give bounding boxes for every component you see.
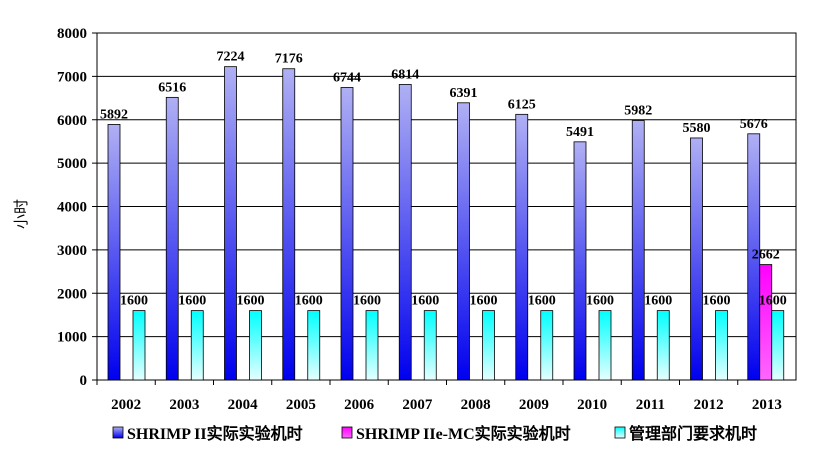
x-tick-label: 2012 [694,397,724,413]
bar-required-hours-2013 [771,310,785,381]
legend-label-shrimp-ii: SHRIMP II实际实验机时 [127,424,303,443]
data-label-shrimp-ii-2002: 5892 [100,107,128,122]
bar-shrimp-ii-2004 [224,66,237,381]
y-tick-label: 8000 [57,26,87,42]
bar-shrimp-ii-2013 [747,133,761,381]
bar-shrimp-ii-2008 [457,102,470,381]
x-tick-label: 2006 [344,397,375,413]
bar-shrimp-ii-2012 [690,137,703,381]
axes: 0 1000 2000 3000 4000 5000 6000 7000 8000 2002 200… [57,26,782,413]
data-label-shrimp-ii-2008: 6391 [450,86,478,101]
bar-shrimp-ii-2010 [573,141,587,381]
legend-label-shrimp-iie-mc: SHRIMP IIe-MC实际实验机时 [356,424,571,443]
y-tick-label: 4000 [57,200,87,216]
y-tick-label: 1000 [57,330,87,346]
y-axis-label: 小时 [13,199,30,229]
x-tick-label: 2003 [169,397,199,413]
data-label-shrimp-ii-2007: 6814 [391,67,419,82]
data-label-required-hours-2008: 1600 [470,294,498,309]
bar-shrimp-ii-2011 [631,120,645,381]
y-tick-label: 0 [80,373,88,389]
data-label-required-hours-2009: 1600 [528,294,556,309]
bar-required-hours-2012 [715,310,728,381]
x-tick-label: 2009 [519,397,549,413]
y-tick-label: 3000 [57,243,87,259]
legend-swatch-shrimp-ii [112,426,124,439]
y-tick-label: 2000 [57,286,87,302]
data-label-required-hours-2013: 1600 [759,294,787,309]
y-tick-label: 5000 [57,156,87,172]
data-label-shrimp-ii-2013: 5676 [740,117,768,132]
data-label-required-hours-2002: 1600 [120,294,148,309]
bar-required-hours-2003 [190,310,204,381]
bar-required-hours-2004 [249,310,262,381]
bar-required-hours-2010 [598,310,612,381]
data-label-shrimp-ii-2011: 5982 [624,104,652,119]
data-label-required-hours-2005: 1600 [295,294,323,309]
bar-required-hours-2005 [307,310,321,381]
bar-required-hours-2009 [540,310,554,381]
bar-required-hours-2011 [656,310,670,381]
legend: SHRIMP II实际实验机时 SHRIMP IIe-MC实际实验机时 管理部门要求… [112,424,757,443]
bar-shrimp-ii-2002 [107,124,121,381]
data-label-required-hours-2007: 1600 [411,294,439,309]
y-tick-label: 7000 [57,69,87,85]
data-label-required-hours-2006: 1600 [353,294,381,309]
bar-required-hours-2008 [482,310,495,381]
bars [107,66,785,381]
data-label-required-hours-2004: 1600 [237,294,265,309]
bar-shrimp-ii-2006 [340,87,354,381]
bar-required-hours-2007 [423,310,437,381]
x-tick-label: 2010 [577,397,607,413]
data-label-shrimp-ii-2005: 7176 [275,52,303,67]
data-label-shrimp-ii-2006: 6744 [333,70,361,85]
bar-required-hours-2002 [132,310,146,381]
data-label-shrimp-ii-2012: 5580 [683,121,711,136]
legend-swatch-required-hours [614,426,626,439]
bar-shrimp-ii-2009 [515,113,529,381]
data-label-shrimp-iie-mc-2013: 2662 [752,248,780,263]
x-tick-label: 2013 [752,397,782,413]
bar-shrimp-ii-2007 [398,84,412,381]
bar-shrimp-ii-2005 [282,68,296,381]
x-tick-label: 2007 [402,397,433,413]
x-tick-label: 2008 [461,397,491,413]
data-label-shrimp-ii-2003: 6516 [158,80,186,95]
x-tick-label: 2005 [286,397,316,413]
x-tick-label: 2002 [111,397,141,413]
y-tick-label: 6000 [57,113,87,129]
data-label-required-hours-2011: 1600 [644,294,672,309]
legend-label-required-hours: 管理部门要求机时 [629,424,757,443]
data-label-required-hours-2003: 1600 [178,294,206,309]
data-label-shrimp-ii-2004: 7224 [217,50,245,65]
data-label-required-hours-2012: 1600 [703,294,731,309]
data-label-required-hours-2010: 1600 [586,294,614,309]
x-tick-label: 2004 [228,397,259,413]
data-labels: 5892 1600 6516 1600 7224 1600 7176 1600 6744 1600… [100,50,787,309]
x-tick-label: 2011 [636,397,665,413]
bar-shrimp-iie-mc-2013 [759,264,773,381]
bar-required-hours-2006 [365,310,379,381]
bar-shrimp-ii-2003 [165,96,179,381]
data-label-shrimp-ii-2010: 5491 [566,125,594,140]
legend-swatch-shrimp-iie-mc [341,426,353,439]
data-label-shrimp-ii-2009: 6125 [508,97,536,112]
